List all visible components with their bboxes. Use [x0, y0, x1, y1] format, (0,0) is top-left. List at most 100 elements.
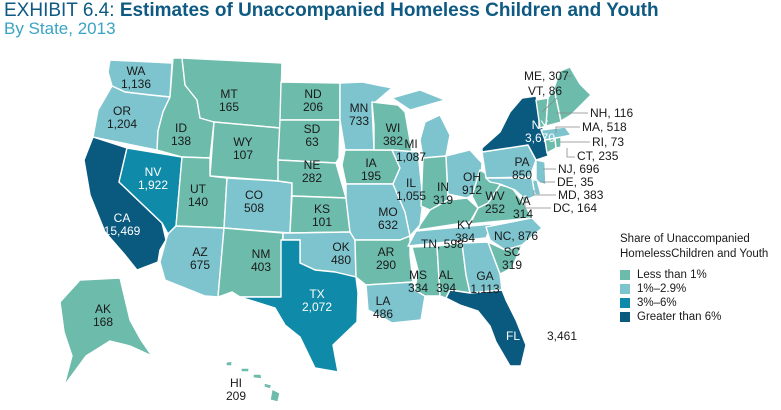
separator: ,	[604, 135, 611, 149]
state-value-ky: 384	[455, 231, 475, 245]
state-label-id: ID	[175, 121, 187, 135]
state-value: 696	[579, 162, 599, 176]
state-value-in: 319	[433, 193, 453, 207]
leader-line-md	[533, 190, 556, 196]
separator: ,	[577, 188, 584, 202]
state-value-nd: 206	[303, 100, 323, 114]
state-label-wy: WY	[233, 135, 252, 149]
state-label-de: DE, 35	[557, 175, 594, 189]
state-label-tn: TN, 598	[421, 237, 464, 251]
state-label-al: AL	[439, 268, 454, 282]
state-mt	[181, 57, 283, 129]
legend-swatch	[620, 284, 630, 294]
exhibit-heading: Estimates of Unaccompanied Homeless Chil…	[119, 0, 659, 21]
leader-line-ct	[566, 148, 575, 158]
state-value-ne: 282	[302, 171, 322, 185]
state-label-ri: RI, 73	[592, 135, 624, 149]
separator: ,	[573, 162, 580, 176]
state-value-hi: 209	[226, 389, 246, 403]
state-label-ms: MS	[409, 268, 427, 282]
state-label-ma: MA, 518	[582, 120, 627, 134]
exhibit-subtitle: By State, 2013	[4, 19, 116, 38]
state-fl	[445, 289, 527, 367]
state-abbr: MA	[582, 120, 600, 134]
state-value: 116	[614, 106, 633, 120]
state-label-nh: NH, 116	[590, 106, 633, 120]
separator: ,	[437, 237, 444, 251]
state-il	[391, 149, 424, 237]
state-label-wv: WV	[485, 189, 504, 203]
state-value-wa: 1,136	[121, 77, 151, 91]
state-abbr: DC	[553, 201, 571, 215]
state-label-ks: KS	[314, 202, 330, 216]
separator: ,	[542, 69, 549, 83]
state-mn	[339, 81, 393, 151]
state-abbr: VT	[528, 84, 544, 98]
state-label-md: MD, 383	[558, 188, 604, 202]
legend-label: Greater than 6%	[637, 311, 722, 323]
state-value-al: 394	[436, 281, 456, 295]
state-label-ct: CT, 235	[577, 149, 619, 163]
state-value: 235	[598, 149, 618, 163]
state-label-ut: UT	[190, 182, 207, 196]
state-label-or: OR	[113, 104, 131, 118]
state-value-pa: 850	[512, 168, 532, 182]
state-label-nj: NJ, 696	[558, 162, 600, 176]
state-label-co: CO	[245, 188, 263, 202]
state-label-ga: GA	[476, 269, 493, 283]
state-label-vt: VT, 86	[528, 84, 562, 98]
state-hi	[263, 382, 273, 390]
state-value-ga: 1,113	[470, 282, 499, 296]
state-label-wi: WI	[386, 121, 401, 135]
state-value-mo: 632	[378, 218, 398, 232]
separator: ,	[570, 201, 577, 215]
state-label-fl: FL	[506, 329, 520, 343]
state-value-sd: 63	[305, 135, 319, 149]
exhibit-number: EXHIBIT 6.4:	[4, 0, 115, 21]
state-label-ca: CA	[114, 211, 131, 225]
legend-title-line2: HomelessChildren and Youth	[620, 248, 769, 260]
state-hi	[269, 388, 281, 403]
state-abbr: ME	[524, 69, 542, 83]
state-value-sc: 319	[502, 258, 522, 272]
state-dc	[521, 195, 528, 203]
state-nh	[545, 87, 562, 127]
state-label-nv: NV	[145, 165, 162, 179]
legend-title-line1: Share of Unaccompanied	[620, 233, 750, 245]
state-value-fl: 3,461	[547, 329, 577, 343]
state-value-wi: 382	[383, 134, 403, 148]
state-value: 73	[611, 135, 625, 149]
state-abbr: MD	[558, 188, 577, 202]
state-value: 164	[577, 201, 597, 215]
state-hi	[240, 367, 250, 373]
state-abbr: NJ	[558, 162, 573, 176]
separator: ,	[607, 106, 614, 120]
state-label-hi: HI	[230, 376, 242, 390]
state-label-ny: NY	[532, 118, 549, 132]
state-label-mn: MN	[350, 101, 369, 115]
state-value-la: 486	[373, 307, 393, 321]
state-abbr: DE	[557, 175, 574, 189]
state-label-sd: SD	[304, 122, 321, 136]
state-label-tx: TX	[309, 287, 324, 301]
legend-item-greater-than-6: Greater than 6%	[620, 310, 768, 324]
legend-label: 3%–6%	[637, 297, 677, 309]
legend-item-less-than-1: Less than 1%	[620, 268, 768, 282]
legend-label: 1%–2.9%	[637, 283, 687, 295]
separator: ,	[592, 149, 599, 163]
state-value: 598	[444, 237, 464, 251]
state-label-ia: IA	[365, 156, 376, 170]
state-label-wa: WA	[127, 64, 146, 78]
state-label-ak: AK	[95, 302, 111, 316]
state-value-mn: 733	[349, 114, 369, 128]
state-label-pa: PA	[514, 155, 529, 169]
state-label-dc: DC, 164	[553, 201, 597, 215]
separator: ,	[600, 120, 607, 134]
exhibit-title: EXHIBIT 6.4: Estimates of Unaccompanied …	[4, 0, 659, 21]
state-md	[485, 177, 536, 201]
state-value: 307	[549, 69, 569, 83]
state-nj	[535, 159, 547, 186]
state-value-ia: 195	[361, 169, 381, 183]
state-value-ny: 3,670	[525, 131, 555, 145]
